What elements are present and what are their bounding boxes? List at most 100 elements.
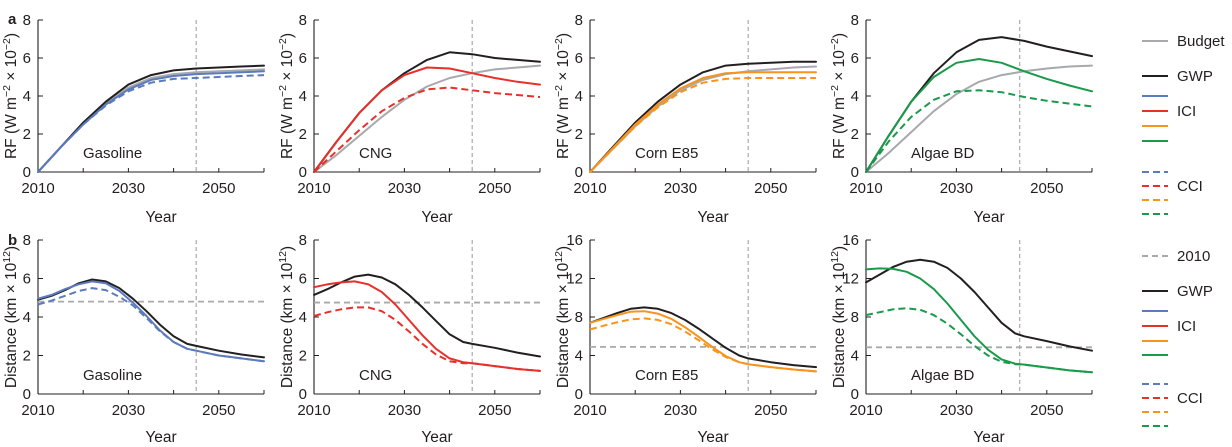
y-tick-label: 0 xyxy=(299,164,307,181)
chart-b-0: 0 2 4 6 8 2010 2030 2050 Year Distance (km × 1012… xyxy=(1,232,265,446)
y-tick-label: 2 xyxy=(299,126,307,143)
y-tick-label: 4 xyxy=(299,309,307,326)
legend-gwp-label: GWP xyxy=(1177,68,1213,85)
legend-cci-label: CCI xyxy=(1177,178,1203,195)
panel-letter-b: b xyxy=(8,232,17,249)
panel-fuel-label: Algae BD xyxy=(911,145,975,162)
y-axis-label: Distance (km × 1012) xyxy=(829,246,848,388)
x-tick-label: 2030 xyxy=(940,180,973,197)
x-tick-label: 2030 xyxy=(388,402,421,419)
legend-cci-label: CCI xyxy=(1177,390,1203,407)
series-budget-line xyxy=(589,65,817,173)
y-tick-label: 8 xyxy=(575,309,583,326)
y-tick-label: 0 xyxy=(23,386,31,403)
x-tick-label: 2010 xyxy=(849,180,882,197)
series-ici-line xyxy=(313,280,541,372)
y-tick-label: 6 xyxy=(575,50,583,67)
y-tick-label: 8 xyxy=(575,12,583,29)
x-axis-label: Year xyxy=(421,209,452,226)
series-ici-line xyxy=(589,310,817,373)
series-gwp-line xyxy=(589,60,817,173)
y-axis-label: RF (W m−2 × 10−2) xyxy=(553,33,572,159)
chart-a-2: 0 2 4 6 8 2010 2030 2050 Year RF (W m−2 × 10−2) Co… xyxy=(553,12,817,226)
series-cci-line xyxy=(865,307,1093,374)
y-tick-label: 4 xyxy=(23,88,31,105)
chart-b-3: 0 4 8 12 16 2010 2030 2050 Year Distance (km × 10… xyxy=(829,232,1093,446)
y-tick-label: 12 xyxy=(842,271,859,288)
y-tick-label: 0 xyxy=(851,164,859,181)
y-tick-label: 6 xyxy=(23,50,31,67)
panel-fuel-label: Gasoline xyxy=(83,145,142,162)
y-axis-label: Distance (km × 1012) xyxy=(277,246,296,388)
y-tick-label: 0 xyxy=(23,164,31,181)
y-tick-label: 4 xyxy=(575,88,583,105)
y-tick-label: 2 xyxy=(575,126,583,143)
x-tick-label: 2050 xyxy=(1030,402,1063,419)
x-tick-label: 2030 xyxy=(112,180,145,197)
chart-a-0: 0 2 4 6 8 2010 2030 2050 Year RF (W m−2 × 10−2) Ga… xyxy=(1,12,265,226)
y-tick-label: 6 xyxy=(299,50,307,67)
y-tick-label: 2 xyxy=(851,126,859,143)
x-tick-label: 2010 xyxy=(21,402,54,419)
x-tick-label: 2010 xyxy=(297,180,330,197)
legend-gwp-label: GWP xyxy=(1177,283,1213,300)
series-ici-line xyxy=(865,58,1093,173)
series-ici-line xyxy=(589,71,817,173)
y-tick-label: 4 xyxy=(23,309,31,326)
x-axis-label: Year xyxy=(973,209,1004,226)
chart-b-2: 0 4 8 12 16 2010 2030 2050 Year Distance (km × 10… xyxy=(553,232,817,446)
x-tick-label: 2010 xyxy=(21,180,54,197)
charts-container: 0 2 4 6 8 2010 2030 2050 Year RF (W m−2 × 10−2) Ga… xyxy=(1,12,1093,446)
y-tick-label: 8 xyxy=(299,12,307,29)
legend-row-b: 2010 GWP ICI CCI xyxy=(1142,248,1213,427)
x-tick-label: 2030 xyxy=(388,180,421,197)
y-tick-label: 2 xyxy=(299,348,307,365)
legend-2010-label: 2010 xyxy=(1177,248,1210,265)
legend-budget-label: Budget xyxy=(1177,33,1225,50)
series-ici-line xyxy=(865,267,1093,374)
y-tick-label: 4 xyxy=(575,348,583,365)
series-gwp-line xyxy=(865,258,1093,352)
series-budget-line xyxy=(865,64,1093,173)
series-cci-line xyxy=(37,74,265,173)
x-axis-label: Year xyxy=(421,429,452,446)
chart-a-3: 0 2 4 6 8 2010 2030 2050 Year RF (W m−2 × 10−2) Al… xyxy=(829,12,1093,226)
series-cci-line xyxy=(313,86,541,173)
y-tick-label: 4 xyxy=(299,88,307,105)
y-tick-label: 12 xyxy=(566,271,583,288)
x-tick-label: 2050 xyxy=(478,402,511,419)
y-axis-label: Distance (km × 1012) xyxy=(553,246,572,388)
panel-fuel-label: Corn E85 xyxy=(635,367,698,384)
y-tick-label: 6 xyxy=(299,271,307,288)
series-gwp-line xyxy=(313,273,541,358)
x-tick-label: 2050 xyxy=(754,180,787,197)
panel-letter-a: a xyxy=(8,11,17,28)
y-tick-label: 8 xyxy=(299,232,307,249)
x-tick-label: 2030 xyxy=(664,402,697,419)
series-cci-line xyxy=(37,287,265,363)
x-tick-label: 2010 xyxy=(297,402,330,419)
y-tick-label: 4 xyxy=(851,348,859,365)
y-tick-label: 8 xyxy=(851,309,859,326)
y-tick-label: 6 xyxy=(851,50,859,67)
y-tick-label: 8 xyxy=(23,12,31,29)
panel-fuel-label: Corn E85 xyxy=(635,145,698,162)
x-tick-label: 2010 xyxy=(573,402,606,419)
y-tick-label: 0 xyxy=(299,386,307,403)
x-tick-label: 2050 xyxy=(202,180,235,197)
x-tick-label: 2050 xyxy=(754,402,787,419)
series-ici-line xyxy=(37,280,265,363)
x-tick-label: 2010 xyxy=(573,180,606,197)
y-axis-label: RF (W m−2 × 10−2) xyxy=(277,33,296,159)
panel-fuel-label: CNG xyxy=(359,145,392,162)
x-tick-label: 2050 xyxy=(478,180,511,197)
x-tick-label: 2050 xyxy=(1030,180,1063,197)
y-tick-label: 8 xyxy=(23,232,31,249)
series-cci-line xyxy=(589,77,816,173)
series-gwp-line xyxy=(865,36,1093,173)
y-axis-label: RF (W m−2 × 10−2) xyxy=(829,33,848,159)
y-tick-label: 0 xyxy=(575,164,583,181)
y-axis-label: RF (W m−2 × 10−2) xyxy=(1,33,20,159)
x-axis-label: Year xyxy=(145,429,176,446)
